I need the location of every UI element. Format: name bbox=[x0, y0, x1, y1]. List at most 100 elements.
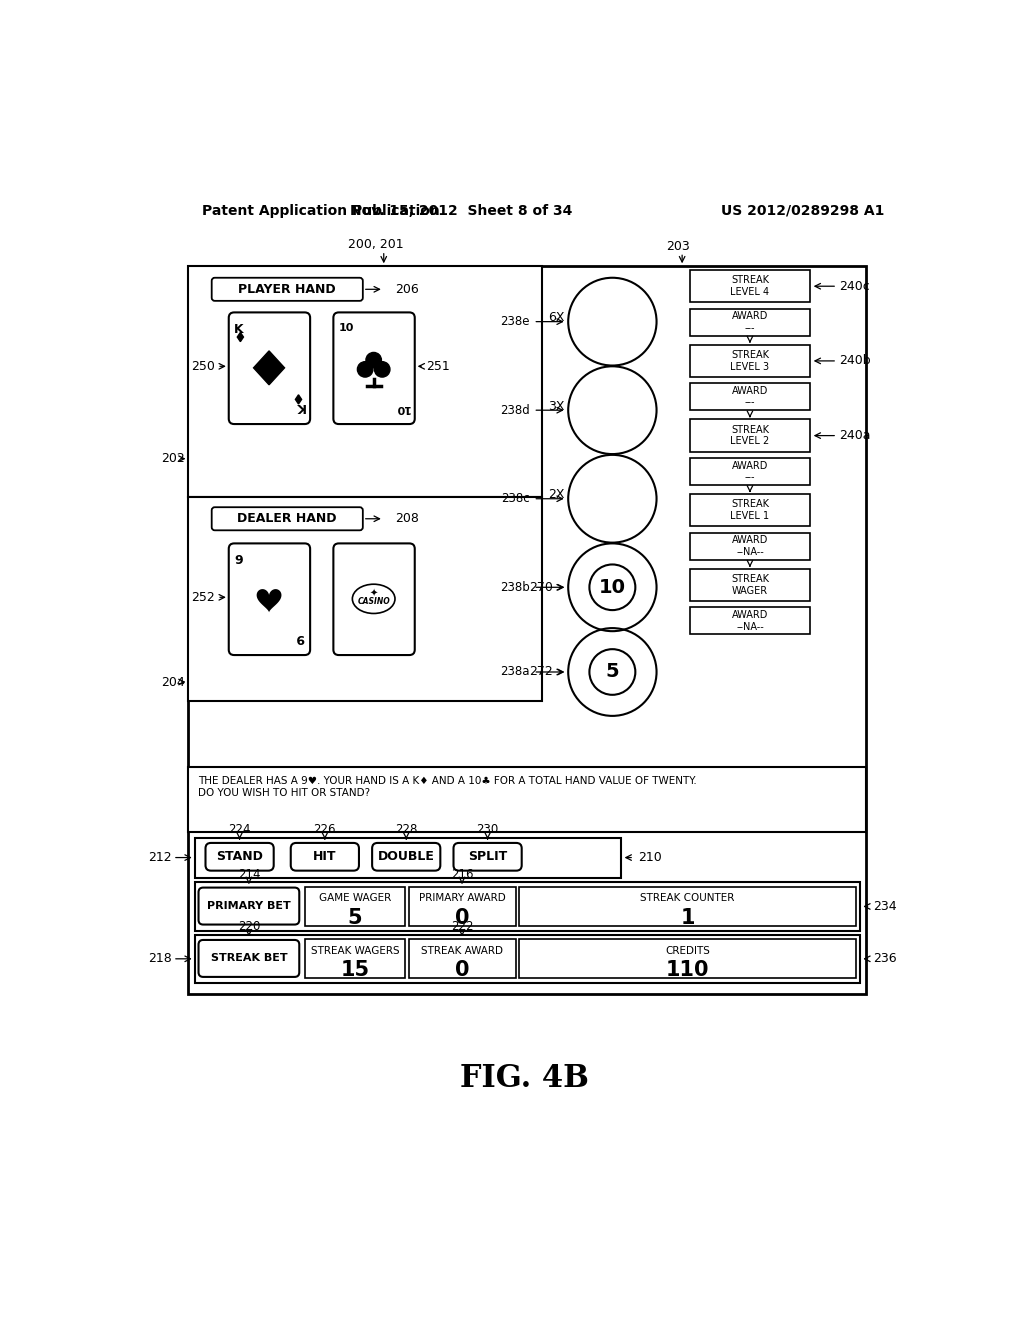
Text: 238c: 238c bbox=[501, 492, 529, 506]
Text: 9: 9 bbox=[296, 631, 305, 644]
FancyBboxPatch shape bbox=[334, 544, 415, 655]
Text: STREAK BET: STREAK BET bbox=[211, 953, 287, 964]
Text: CREDITS: CREDITS bbox=[666, 945, 710, 956]
FancyBboxPatch shape bbox=[291, 843, 359, 871]
Ellipse shape bbox=[352, 585, 395, 614]
Text: 240a: 240a bbox=[839, 429, 870, 442]
Text: 220: 220 bbox=[238, 920, 260, 933]
Text: 236: 236 bbox=[873, 952, 897, 965]
Text: 203: 203 bbox=[667, 240, 690, 253]
Bar bbox=[195, 882, 859, 931]
Text: Nov. 15, 2012  Sheet 8 of 34: Nov. 15, 2012 Sheet 8 of 34 bbox=[350, 203, 572, 218]
Text: 0: 0 bbox=[455, 960, 469, 979]
FancyBboxPatch shape bbox=[199, 887, 299, 924]
Text: 240b: 240b bbox=[839, 354, 870, 367]
Text: THE DEALER HAS A 9♥. YOUR HAND IS A K♦ AND A 10♣ FOR A TOTAL HAND VALUE OF TWENT: THE DEALER HAS A 9♥. YOUR HAND IS A K♦ A… bbox=[198, 776, 696, 797]
Bar bbox=[690, 533, 810, 560]
Text: 270: 270 bbox=[528, 581, 553, 594]
Text: 200, 201: 200, 201 bbox=[348, 238, 403, 251]
Text: 10: 10 bbox=[339, 323, 354, 333]
Text: 10: 10 bbox=[599, 578, 626, 597]
Bar bbox=[519, 887, 856, 927]
Bar bbox=[690, 383, 810, 411]
Text: 226: 226 bbox=[313, 824, 336, 837]
Text: STREAK
LEVEL 3: STREAK LEVEL 3 bbox=[730, 350, 769, 372]
Bar bbox=[519, 940, 856, 978]
Text: 222: 222 bbox=[451, 920, 473, 933]
Text: 214: 214 bbox=[238, 869, 260, 880]
Text: AWARD
---: AWARD --- bbox=[732, 312, 768, 333]
Text: 3X: 3X bbox=[548, 400, 564, 413]
Text: STAND: STAND bbox=[216, 850, 263, 863]
Bar bbox=[690, 345, 810, 378]
Text: AWARD
---: AWARD --- bbox=[732, 461, 768, 482]
Bar bbox=[195, 838, 621, 878]
Text: DEALER HAND: DEALER HAND bbox=[238, 512, 337, 525]
Bar bbox=[690, 420, 810, 451]
Text: SPLIT: SPLIT bbox=[468, 850, 507, 863]
Text: 0: 0 bbox=[455, 908, 469, 928]
Circle shape bbox=[375, 362, 390, 378]
Text: PRIMARY AWARD: PRIMARY AWARD bbox=[419, 894, 506, 903]
Text: DOUBLE: DOUBLE bbox=[378, 850, 434, 863]
Bar bbox=[690, 271, 810, 302]
Polygon shape bbox=[238, 333, 244, 342]
Text: 250: 250 bbox=[190, 360, 215, 372]
FancyBboxPatch shape bbox=[228, 313, 310, 424]
Text: 1: 1 bbox=[680, 908, 695, 928]
FancyBboxPatch shape bbox=[212, 277, 362, 301]
Bar bbox=[690, 569, 810, 601]
Text: AWARD
--NA--: AWARD --NA-- bbox=[732, 536, 768, 557]
Bar bbox=[690, 494, 810, 527]
Text: 252: 252 bbox=[191, 591, 215, 603]
Polygon shape bbox=[295, 395, 302, 404]
Bar bbox=[188, 267, 542, 498]
Text: 110: 110 bbox=[666, 960, 710, 979]
Bar bbox=[409, 940, 515, 978]
Text: PRIMARY BET: PRIMARY BET bbox=[207, 902, 291, 911]
FancyBboxPatch shape bbox=[228, 544, 310, 655]
Text: US 2012/0289298 A1: US 2012/0289298 A1 bbox=[721, 203, 884, 218]
Bar bbox=[409, 887, 515, 927]
Text: 2X: 2X bbox=[548, 488, 564, 502]
Text: 10: 10 bbox=[394, 404, 410, 413]
Text: 224: 224 bbox=[228, 824, 251, 837]
Text: 238b: 238b bbox=[500, 581, 529, 594]
Text: 210: 210 bbox=[638, 851, 662, 865]
Bar bbox=[195, 935, 859, 983]
Text: 230: 230 bbox=[476, 824, 499, 837]
Text: STREAK
LEVEL 4: STREAK LEVEL 4 bbox=[730, 276, 769, 297]
Text: 234: 234 bbox=[873, 900, 897, 913]
Text: K: K bbox=[234, 323, 244, 337]
Text: STREAK
LEVEL 2: STREAK LEVEL 2 bbox=[730, 425, 770, 446]
Text: 272: 272 bbox=[529, 665, 553, 678]
Bar bbox=[188, 498, 542, 701]
Polygon shape bbox=[257, 589, 282, 612]
FancyBboxPatch shape bbox=[334, 313, 415, 424]
Text: CASINO: CASINO bbox=[357, 598, 390, 606]
Bar bbox=[188, 767, 866, 832]
Text: STREAK
LEVEL 1: STREAK LEVEL 1 bbox=[730, 499, 769, 521]
Text: 15: 15 bbox=[341, 960, 370, 979]
FancyBboxPatch shape bbox=[454, 843, 521, 871]
Bar bbox=[305, 887, 404, 927]
Circle shape bbox=[366, 352, 381, 368]
Text: 9: 9 bbox=[234, 554, 243, 568]
Text: 238e: 238e bbox=[500, 315, 529, 329]
Text: 240c: 240c bbox=[839, 280, 869, 293]
Text: 208: 208 bbox=[395, 512, 419, 525]
Text: 218: 218 bbox=[147, 952, 171, 965]
Text: AWARD
--NA--: AWARD --NA-- bbox=[732, 610, 768, 631]
Text: 5: 5 bbox=[348, 908, 362, 928]
Bar bbox=[188, 267, 866, 994]
Bar bbox=[690, 309, 810, 335]
Text: K: K bbox=[295, 400, 305, 413]
FancyBboxPatch shape bbox=[212, 507, 362, 531]
Text: STREAK AWARD: STREAK AWARD bbox=[421, 945, 503, 956]
Text: 5: 5 bbox=[605, 663, 620, 681]
Text: 228: 228 bbox=[395, 824, 418, 837]
Polygon shape bbox=[254, 351, 285, 385]
Text: 212: 212 bbox=[147, 851, 171, 865]
Text: 206: 206 bbox=[395, 282, 419, 296]
Text: HIT: HIT bbox=[313, 850, 337, 863]
